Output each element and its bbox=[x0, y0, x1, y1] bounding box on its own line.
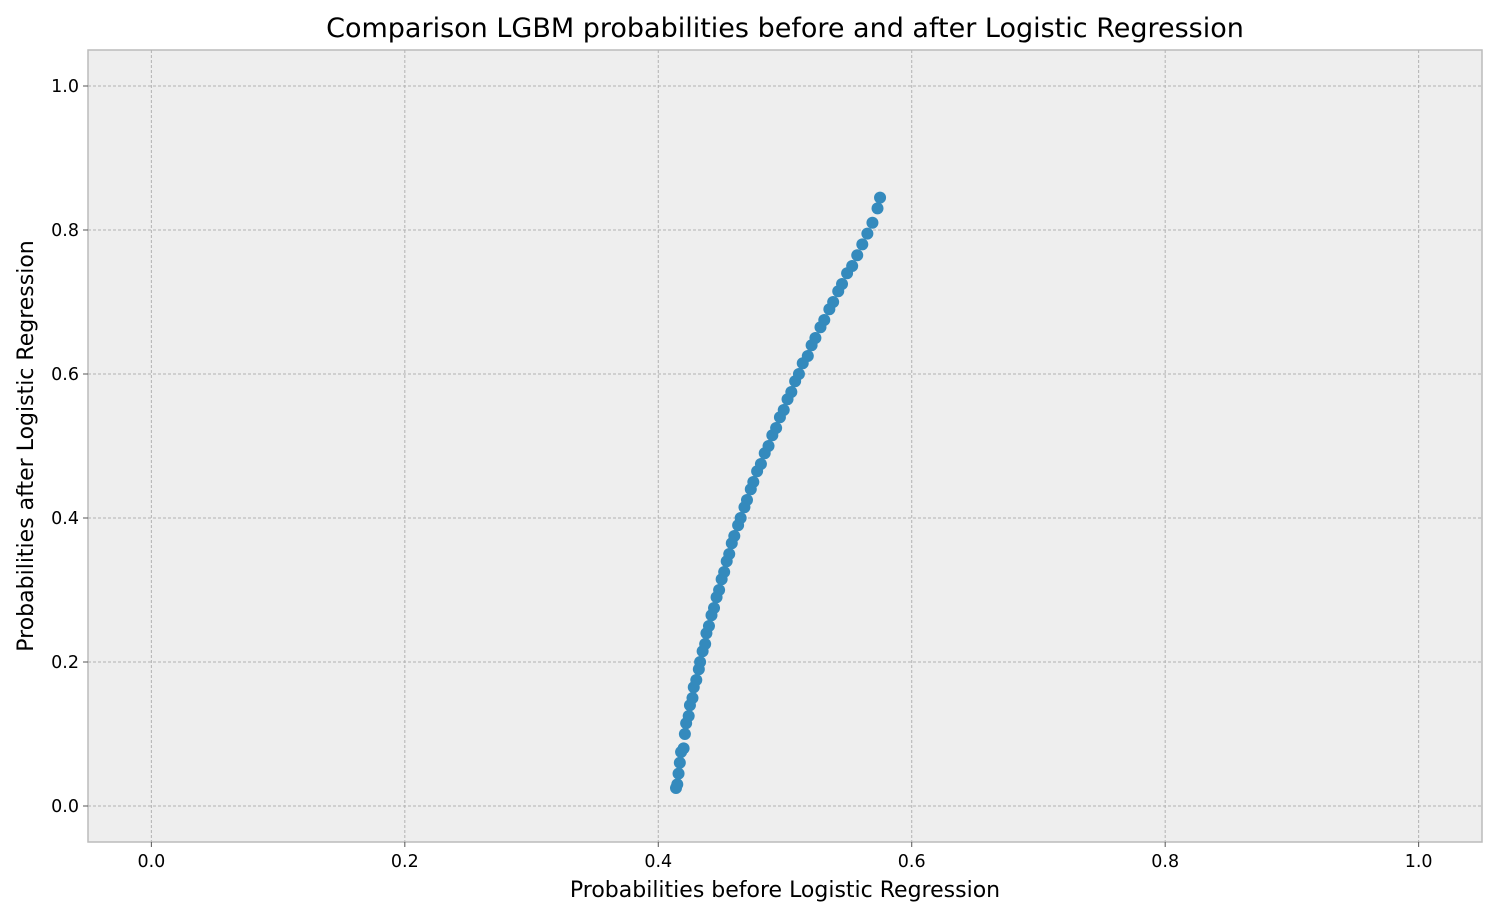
x-axis-ticks: 0.0 0.2 0.4 0.6 0.8 1.0 bbox=[137, 842, 1433, 872]
x-tick-label: 0.2 bbox=[391, 852, 419, 872]
scatter-point bbox=[718, 566, 731, 578]
scatter-point bbox=[770, 422, 783, 434]
scatter-point bbox=[740, 494, 753, 506]
scatter-point bbox=[871, 202, 884, 215]
scatter-point bbox=[861, 227, 874, 240]
scatter-point bbox=[792, 368, 805, 380]
scatter-point bbox=[723, 548, 736, 560]
scatter-point bbox=[708, 602, 721, 614]
x-tick-label: 0.6 bbox=[898, 852, 926, 872]
scatter-point bbox=[686, 692, 699, 704]
x-axis-label: Probabilities before Logistic Regression bbox=[570, 878, 1000, 903]
x-tick-label: 0.8 bbox=[1151, 852, 1179, 872]
scatter-point bbox=[809, 332, 822, 344]
grid bbox=[88, 50, 1482, 842]
y-axis-ticks: 0.0 0.2 0.4 0.6 0.8 1.0 bbox=[51, 77, 88, 817]
y-axis-label: Probabilities after Logistic Regression bbox=[14, 240, 39, 651]
scatter-point bbox=[694, 656, 707, 668]
scatter-point bbox=[678, 728, 691, 740]
x-tick-label: 1.0 bbox=[1405, 852, 1433, 872]
scatter-point bbox=[702, 620, 715, 632]
scatter-point bbox=[851, 249, 864, 262]
scatter-point bbox=[734, 512, 747, 524]
scatter-point bbox=[699, 638, 712, 650]
scatter-points bbox=[670, 191, 887, 794]
chart-title: Comparison LGBM probabilities before and… bbox=[326, 13, 1244, 44]
scatter-point bbox=[747, 476, 760, 488]
scatter-point bbox=[673, 756, 686, 769]
scatter-point bbox=[754, 458, 767, 470]
x-tick-label: 0.0 bbox=[137, 852, 165, 872]
y-tick-label: 0.4 bbox=[51, 509, 79, 529]
scatter-point bbox=[846, 260, 859, 272]
scatter-point bbox=[677, 742, 690, 755]
y-tick-label: 0.2 bbox=[51, 653, 79, 673]
scatter-point bbox=[801, 350, 814, 362]
plot-area bbox=[87, 49, 1483, 843]
scatter-point bbox=[690, 674, 703, 686]
scatter-point bbox=[874, 191, 887, 204]
x-tick-label: 0.4 bbox=[644, 852, 672, 872]
scatter-point bbox=[836, 278, 849, 290]
scatter-point bbox=[818, 314, 831, 326]
y-tick-label: 0.8 bbox=[51, 221, 79, 241]
scatter-point bbox=[777, 404, 790, 416]
y-tick-label: 0.0 bbox=[51, 797, 79, 817]
scatter-point bbox=[856, 238, 869, 251]
y-tick-label: 1.0 bbox=[51, 77, 79, 97]
scatter-point bbox=[866, 216, 879, 229]
scatter-point bbox=[713, 584, 726, 596]
scatter-point bbox=[827, 296, 840, 308]
scatter-point bbox=[672, 767, 685, 780]
scatter-point bbox=[671, 778, 684, 791]
y-tick-label: 0.6 bbox=[51, 365, 79, 385]
scatter-point bbox=[785, 386, 798, 398]
scatter-point bbox=[682, 710, 695, 722]
scatter-point bbox=[762, 440, 775, 452]
scatter-point bbox=[728, 530, 741, 542]
